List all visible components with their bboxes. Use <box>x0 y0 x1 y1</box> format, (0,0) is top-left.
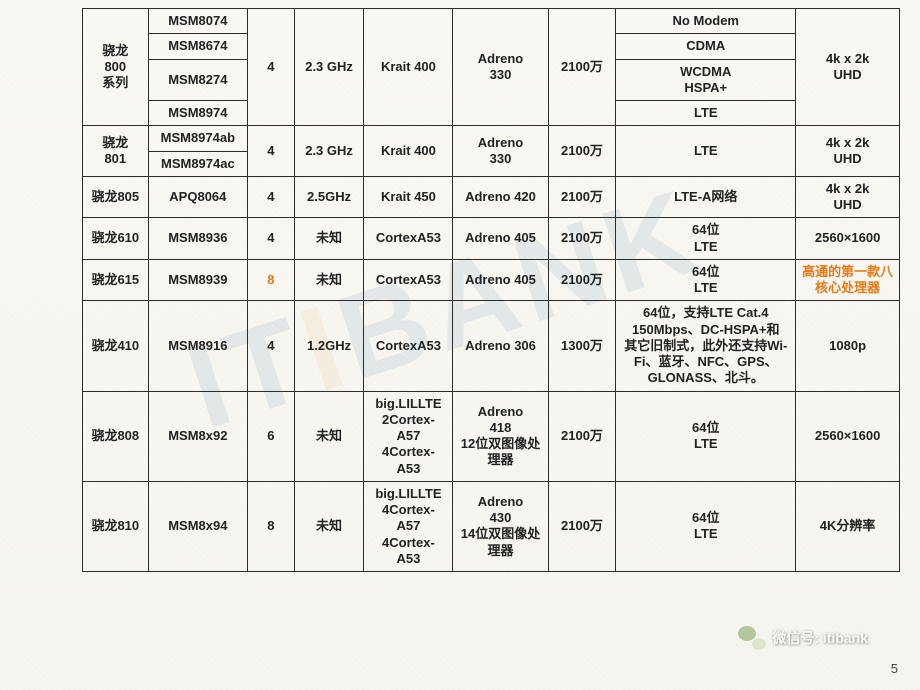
cell-modem: 64位LTE <box>616 218 796 260</box>
cell-cpu: big.LILLTE2Cortex-A574Cortex-A53 <box>364 391 453 481</box>
cell-disp: 2560×1600 <box>796 391 900 481</box>
cell-model: MSM8x94 <box>148 481 247 571</box>
cell-freq: 未知 <box>294 259 364 301</box>
cell-model: APQ8064 <box>148 176 247 218</box>
cell-cam: 2100万 <box>548 391 616 481</box>
cell-disp: 1080p <box>796 301 900 391</box>
cell-disp: 4K分辨率 <box>796 481 900 571</box>
cell-model: MSM8074 <box>148 9 247 34</box>
cell-cores: 8 <box>248 259 295 301</box>
cell-series: 骁龙801 <box>83 126 149 177</box>
cell-gpu: Adreno 405 <box>453 218 548 260</box>
cell-cpu: CortexA53 <box>364 218 453 260</box>
cell-cores: 4 <box>248 301 295 391</box>
cell-model: MSM8674 <box>148 34 247 59</box>
cell-gpu: Adreno 405 <box>453 259 548 301</box>
cell-series: 骁龙808 <box>83 391 149 481</box>
cell-cpu: Krait 450 <box>364 176 453 218</box>
cell-disp: 4k x 2kUHD <box>796 176 900 218</box>
cell-cpu: big.LILLTE4Cortex-A574Cortex-A53 <box>364 481 453 571</box>
cell-cpu: Krait 400 <box>364 9 453 126</box>
cell-modem: 64位，支持LTE Cat.4 150Mbps、DC-HSPA+和其它旧制式，此… <box>616 301 796 391</box>
table-row: 骁龙801MSM8974ab42.3 GHzKrait 400Adreno330… <box>83 126 900 151</box>
cell-cores: 4 <box>248 176 295 218</box>
table-row: 骁龙810MSM8x948未知big.LILLTE4Cortex-A574Cor… <box>83 481 900 571</box>
cell-cam: 2100万 <box>548 259 616 301</box>
cell-cpu: CortexA53 <box>364 301 453 391</box>
cell-cores: 6 <box>248 391 295 481</box>
cell-modem: 64位LTE <box>616 391 796 481</box>
cell-disp: 2560×1600 <box>796 218 900 260</box>
cell-model: MSM8x92 <box>148 391 247 481</box>
cell-gpu: Adreno 420 <box>453 176 548 218</box>
cell-model: MSM8916 <box>148 301 247 391</box>
cell-modem: CDMA <box>616 34 796 59</box>
cell-freq: 1.2GHz <box>294 301 364 391</box>
wechat-label: 微信号: itibank <box>772 628 868 648</box>
cell-modem: LTE <box>616 101 796 126</box>
table-row: 骁龙615MSM89398未知CortexA53Adreno 4052100万6… <box>83 259 900 301</box>
cell-modem: 64位LTE <box>616 481 796 571</box>
cell-cam: 2100万 <box>548 218 616 260</box>
table-row: 骁龙805APQ806442.5GHzKrait 450Adreno 42021… <box>83 176 900 218</box>
cell-model: MSM8936 <box>148 218 247 260</box>
cell-freq: 未知 <box>294 391 364 481</box>
cell-cores: 4 <box>248 218 295 260</box>
cell-cam: 2100万 <box>548 176 616 218</box>
cell-model: MSM8974 <box>148 101 247 126</box>
cell-modem: WCDMAHSPA+ <box>616 59 796 101</box>
cell-gpu: Adreno43014位双图像处理器 <box>453 481 548 571</box>
table-row: 骁龙808MSM8x926未知big.LILLTE2Cortex-A574Cor… <box>83 391 900 481</box>
cell-cam: 2100万 <box>548 9 616 126</box>
cell-gpu: Adreno330 <box>453 9 548 126</box>
table-row: 骁龙800系列MSM807442.3 GHzKrait 400Adreno330… <box>83 9 900 34</box>
cell-disp: 4k x 2kUHD <box>796 126 900 177</box>
cell-cpu: Krait 400 <box>364 126 453 177</box>
cell-model: MSM8274 <box>148 59 247 101</box>
wechat-footer: 微信号: itibank <box>738 626 868 650</box>
cell-disp: 4k x 2kUHD <box>796 9 900 126</box>
cell-gpu: Adreno 306 <box>453 301 548 391</box>
cell-series: 骁龙810 <box>83 481 149 571</box>
page-number: 5 <box>891 661 898 676</box>
cell-freq: 未知 <box>294 218 364 260</box>
cell-disp: 高通的第一款八核心处理器 <box>796 259 900 301</box>
cell-cam: 2100万 <box>548 126 616 177</box>
cell-model: MSM8974ab <box>148 126 247 151</box>
cell-series: 骁龙615 <box>83 259 149 301</box>
cell-series: 骁龙800系列 <box>83 9 149 126</box>
cell-gpu: Adreno41812位双图像处理器 <box>453 391 548 481</box>
table-row: 骁龙610MSM89364未知CortexA53Adreno 4052100万6… <box>83 218 900 260</box>
cell-freq: 2.5GHz <box>294 176 364 218</box>
cell-cam: 2100万 <box>548 481 616 571</box>
cell-freq: 2.3 GHz <box>294 126 364 177</box>
cell-modem: 64位LTE <box>616 259 796 301</box>
wechat-icon <box>738 626 766 650</box>
table-row: 骁龙410MSM891641.2GHzCortexA53Adreno 30613… <box>83 301 900 391</box>
cell-cpu: CortexA53 <box>364 259 453 301</box>
cell-cores: 4 <box>248 126 295 177</box>
spec-table-container: 骁龙800系列MSM807442.3 GHzKrait 400Adreno330… <box>82 8 900 572</box>
cell-model: MSM8974ac <box>148 151 247 176</box>
cell-modem: LTE <box>616 126 796 177</box>
cell-freq: 未知 <box>294 481 364 571</box>
cell-gpu: Adreno330 <box>453 126 548 177</box>
cell-modem: No Modem <box>616 9 796 34</box>
cell-series: 骁龙410 <box>83 301 149 391</box>
cell-cores: 4 <box>248 9 295 126</box>
cell-series: 骁龙805 <box>83 176 149 218</box>
cell-modem: LTE-A网络 <box>616 176 796 218</box>
cell-freq: 2.3 GHz <box>294 9 364 126</box>
cell-series: 骁龙610 <box>83 218 149 260</box>
spec-table: 骁龙800系列MSM807442.3 GHzKrait 400Adreno330… <box>82 8 900 572</box>
cell-model: MSM8939 <box>148 259 247 301</box>
cell-cam: 1300万 <box>548 301 616 391</box>
cell-cores: 8 <box>248 481 295 571</box>
